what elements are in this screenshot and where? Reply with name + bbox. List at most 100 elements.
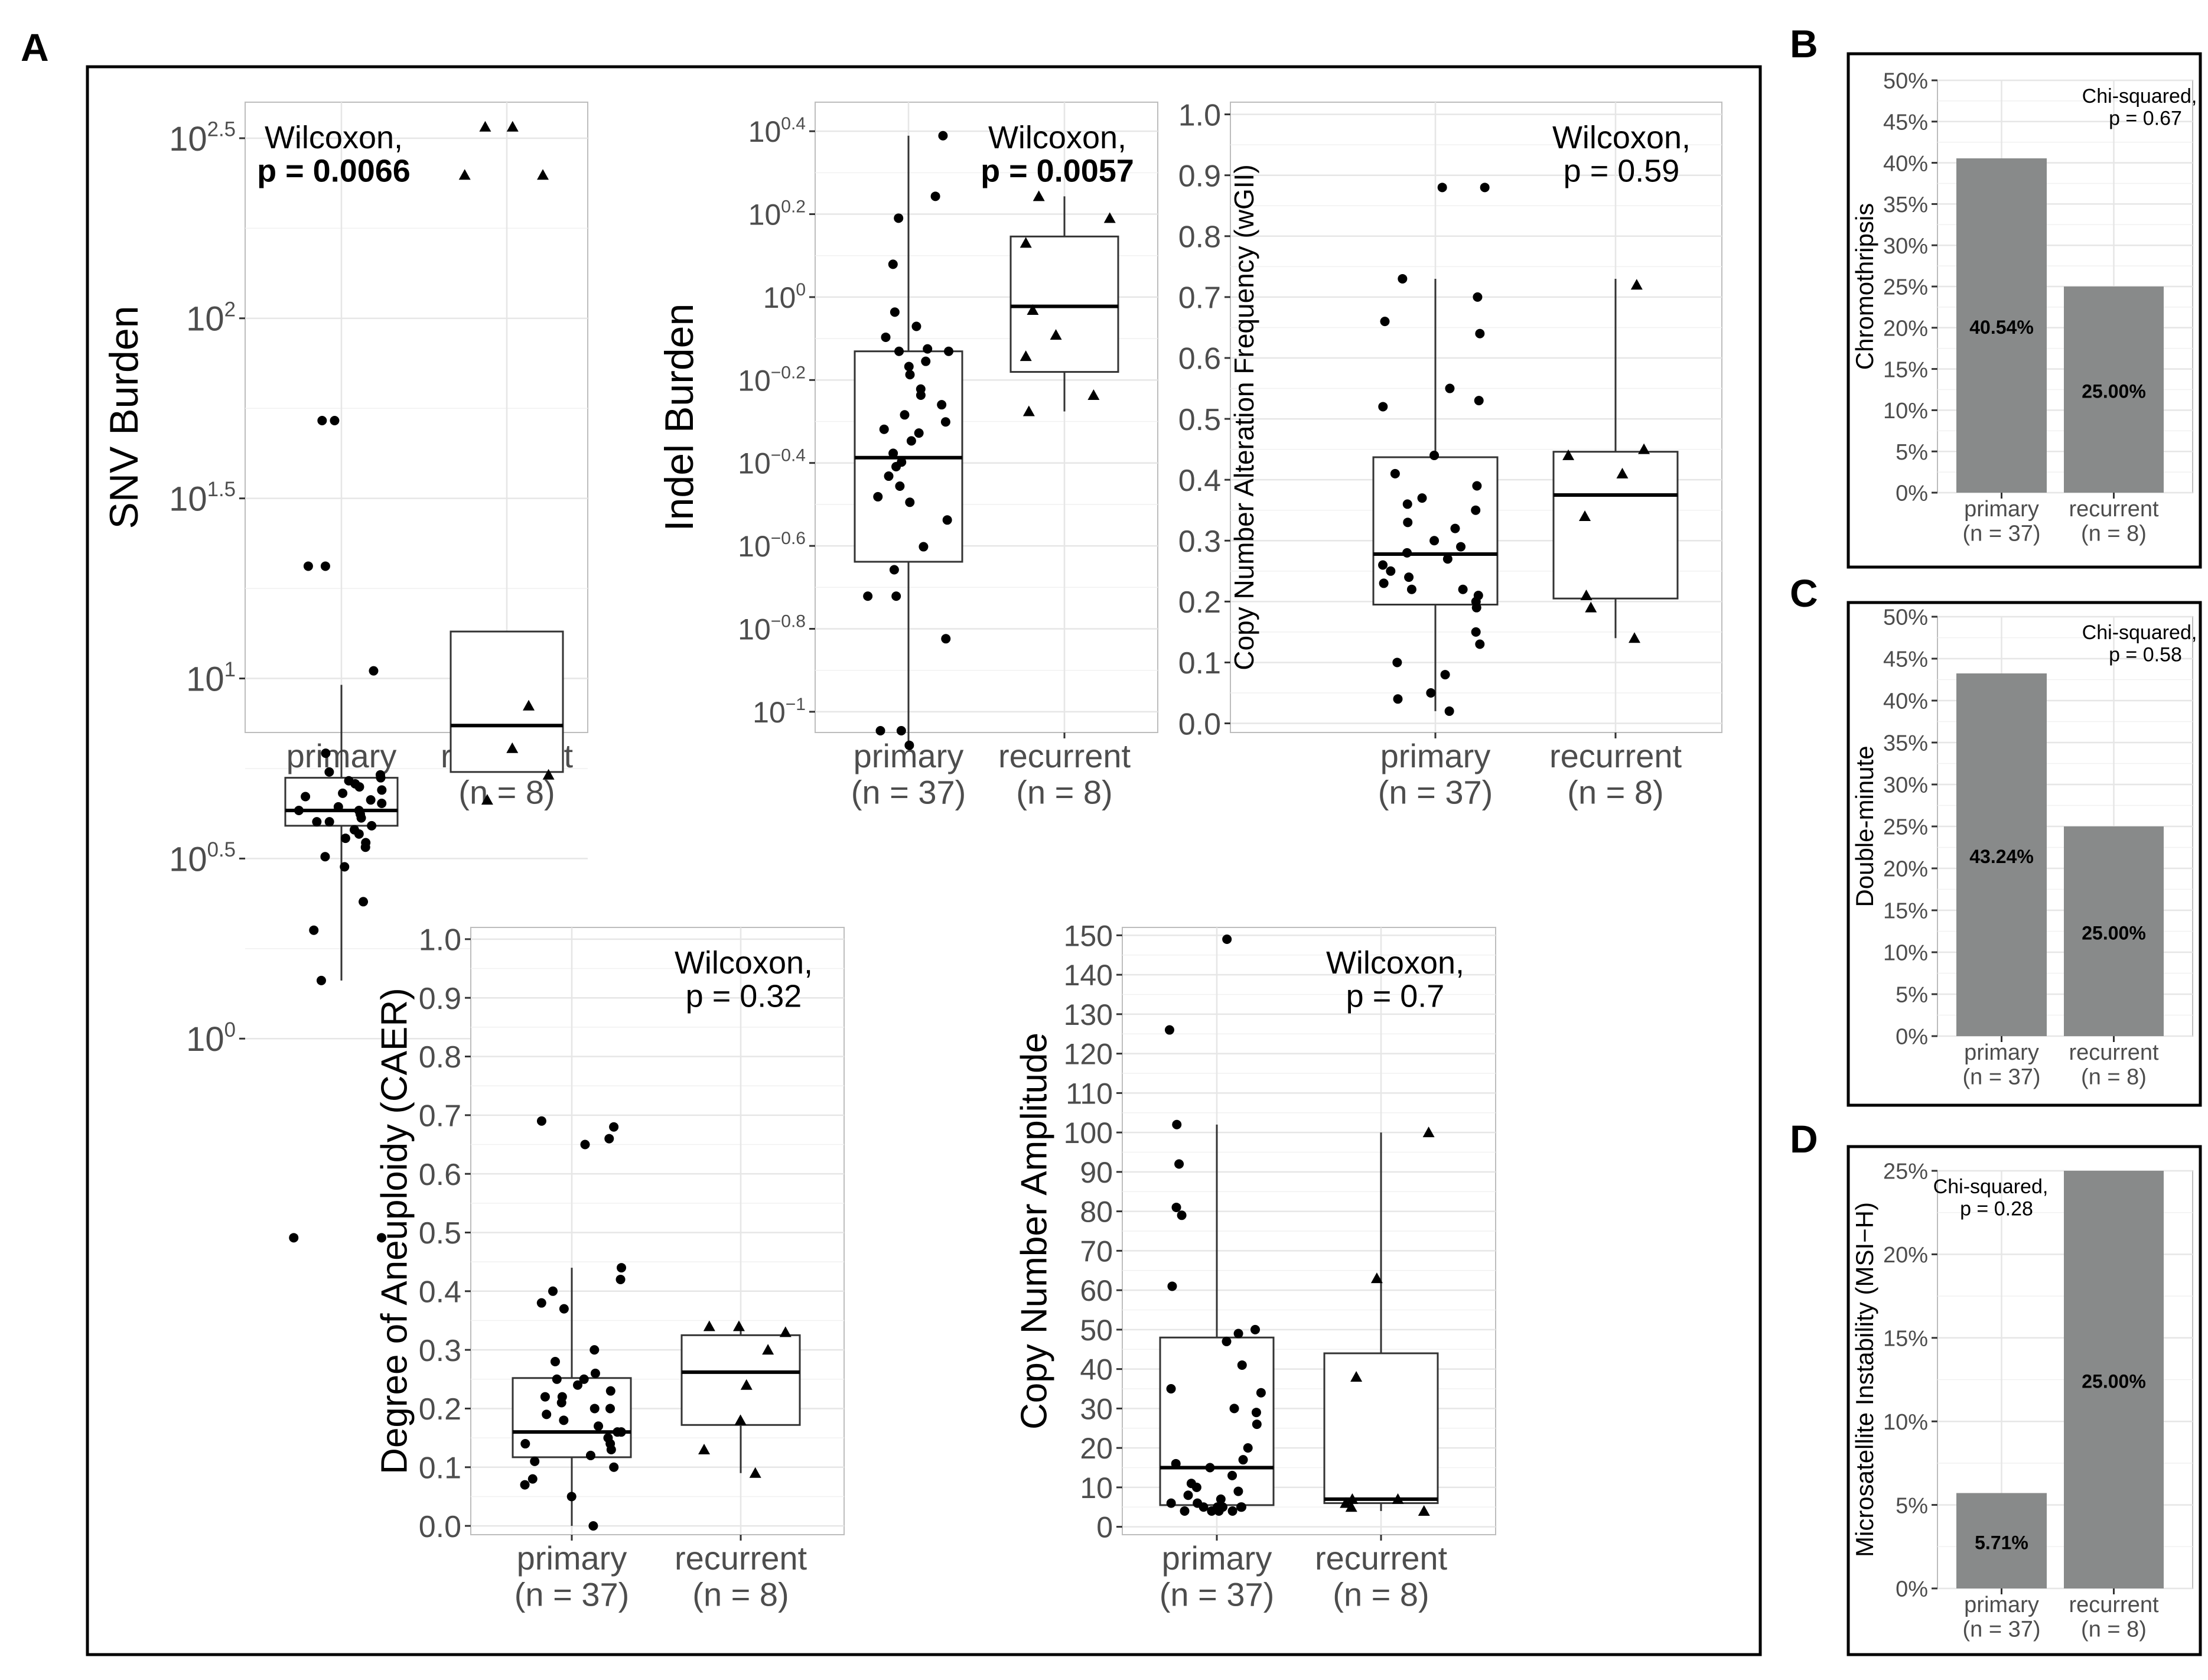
x-category-n: (n = 8) <box>2081 522 2147 546</box>
data-point-primary <box>900 410 910 420</box>
panel-letter-c: C <box>1790 571 1818 615</box>
y-tick-label: 45% <box>1883 110 1928 135</box>
data-point-primary <box>1398 274 1408 284</box>
y-tick-label: 10 <box>1080 1471 1113 1505</box>
y-tick-label: 0.5 <box>419 1216 461 1251</box>
data-point-primary <box>559 1304 569 1314</box>
y-tick-label: 70 <box>1080 1235 1113 1268</box>
data-point-primary <box>1380 317 1390 327</box>
data-point-primary <box>1429 450 1440 460</box>
y-tick-label: 0.6 <box>419 1158 461 1192</box>
data-point-recurrent <box>506 121 519 132</box>
data-point-primary <box>590 1368 600 1378</box>
data-point-primary <box>330 415 340 425</box>
y-tick-label: 110 <box>1066 1077 1113 1110</box>
data-point-primary <box>1474 396 1484 406</box>
data-point-primary <box>344 776 354 786</box>
data-point-recurrent <box>1585 601 1597 613</box>
data-point-primary <box>1171 1458 1181 1469</box>
y-axis-title: Double-minute <box>1851 745 1878 907</box>
y-axis-title: Copy Number Amplitude <box>1014 1033 1054 1430</box>
data-point-primary <box>923 344 933 354</box>
data-point-primary <box>1473 292 1483 302</box>
data-point-primary <box>530 1456 540 1466</box>
data-point-recurrent <box>1020 237 1032 248</box>
y-tick-label: 10−0.6 <box>738 529 806 563</box>
stat-test-label: Chi-squared, <box>2082 85 2197 108</box>
y-tick-label: 120 <box>1064 1038 1113 1071</box>
y-tick-label: 35% <box>1883 193 1928 217</box>
data-point-primary <box>944 346 954 356</box>
stat-p-value: p = 0.7 <box>1346 979 1445 1014</box>
y-tick-label: 50 <box>1080 1314 1113 1347</box>
data-point-primary <box>590 1345 600 1355</box>
y-tick-label: 0.2 <box>1178 585 1221 620</box>
data-point-primary <box>294 806 304 816</box>
data-point-primary <box>1186 1479 1196 1489</box>
panel-letter-a: A <box>21 25 49 69</box>
data-point-primary <box>873 491 883 502</box>
data-point-recurrent <box>1392 1493 1404 1504</box>
y-tick-label: 10−0.2 <box>738 363 806 397</box>
data-point-recurrent <box>740 1379 753 1390</box>
data-point-primary <box>309 925 319 935</box>
x-category-n: (n = 8) <box>1333 1575 1429 1613</box>
x-category-n: (n = 8) <box>692 1575 789 1613</box>
data-point-primary <box>617 1263 627 1273</box>
y-tick-label: 10−0.8 <box>738 612 806 646</box>
data-point-primary <box>1166 1498 1176 1508</box>
stat-test-label: Wilcoxon, <box>1326 945 1464 981</box>
y-tick-label: 100.5 <box>169 838 236 878</box>
data-point-primary <box>1472 481 1482 491</box>
y-tick-label: 0.2 <box>419 1392 461 1427</box>
data-point-primary <box>1406 584 1416 594</box>
data-point-primary <box>1445 383 1455 393</box>
data-point-recurrent <box>1579 510 1591 522</box>
data-point-recurrent <box>1345 1501 1357 1512</box>
data-point-primary <box>594 1421 604 1431</box>
data-point-primary <box>527 1474 538 1484</box>
y-tick-label: 0% <box>1896 481 1928 506</box>
y-tick-label: 130 <box>1064 998 1113 1031</box>
y-tick-label: 100 <box>1064 1116 1113 1150</box>
y-tick-label: 0.0 <box>1178 707 1221 741</box>
data-point-primary <box>1180 1506 1190 1516</box>
y-tick-label: 100.4 <box>748 114 806 148</box>
data-point-recurrent <box>703 1320 715 1331</box>
data-point-primary <box>585 1450 595 1460</box>
data-point-primary <box>375 770 385 780</box>
x-category-n: (n = 37) <box>1160 1575 1275 1613</box>
y-tick-label: 25% <box>1883 1160 1928 1184</box>
data-point-primary <box>1404 572 1414 582</box>
data-point-recurrent <box>749 1467 761 1478</box>
y-tick-label: 101 <box>186 658 236 698</box>
data-point-primary <box>906 436 916 446</box>
data-point-primary <box>938 131 948 141</box>
data-point-primary <box>312 817 322 827</box>
y-tick-label: 0.9 <box>419 982 461 1016</box>
chart-doubleminute: 0% 5% 10% 15% 20% 25% 30% 35% 40% 45% 50% Double-mi… <box>1851 605 2197 1090</box>
data-point-recurrent <box>481 794 493 805</box>
y-tick-label: 0.4 <box>1178 464 1221 498</box>
box-iqr <box>1552 451 1679 600</box>
stat-p-value: p = 0.32 <box>686 979 802 1014</box>
x-category-label: recurrent <box>1315 1539 1448 1577</box>
data-point-primary <box>1456 542 1466 552</box>
bar-value-label: 40.54% <box>1969 317 2034 338</box>
data-point-primary <box>896 726 906 736</box>
x-category-n: (n = 8) <box>458 773 555 810</box>
data-point-primary <box>1216 1494 1226 1504</box>
bar-value-label: 43.24% <box>1969 846 2034 867</box>
data-point-primary <box>361 838 371 848</box>
bar-value-label: 5.71% <box>1975 1532 2028 1553</box>
data-point-primary <box>1426 688 1436 698</box>
data-point-primary <box>916 384 926 394</box>
box-iqr <box>450 630 564 773</box>
stat-p-value: p = 0.28 <box>1960 1197 2033 1220</box>
chart-chromothripsis: 0% 5% 10% 15% 20% 25% 30% 35% 40% 45% 50% Chromothr… <box>1851 69 2197 546</box>
y-tick-label: 0.3 <box>1178 525 1221 559</box>
data-point-primary <box>942 515 952 525</box>
data-point-primary <box>301 792 311 802</box>
bar-recurrent <box>2064 1171 2164 1588</box>
